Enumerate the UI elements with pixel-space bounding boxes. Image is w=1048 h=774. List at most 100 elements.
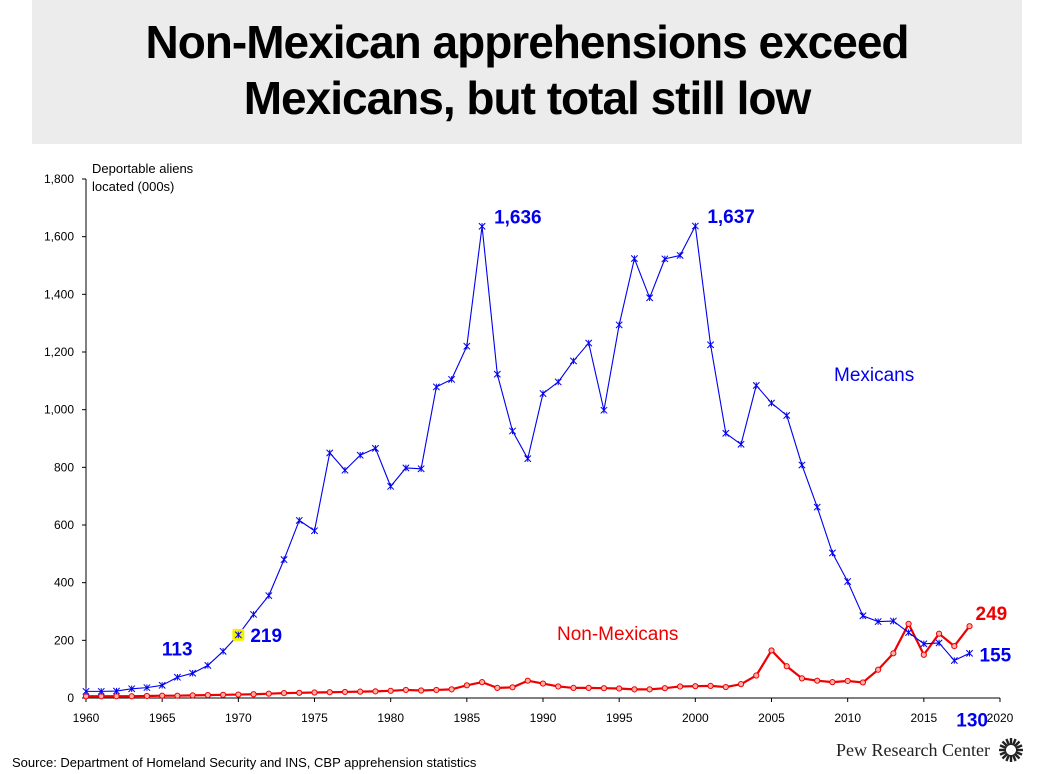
y-tick-label: 800	[54, 460, 74, 474]
mexicans-point	[889, 617, 897, 625]
mexicans-point	[82, 687, 90, 695]
mexicans-point	[173, 673, 181, 681]
non-mexicans-point	[707, 682, 714, 689]
non-mexicans-point	[768, 647, 775, 654]
value-label: 1,636	[494, 207, 542, 228]
mexicans-point	[722, 429, 730, 437]
y-axis-title: located (000s)	[92, 179, 174, 194]
non-mexicans-point	[448, 686, 455, 693]
mexicans-point	[630, 255, 638, 263]
x-tick-label: 2005	[758, 711, 785, 725]
x-tick-label: 1985	[453, 711, 480, 725]
mexicans-point	[371, 444, 379, 452]
mexicans-point	[524, 455, 532, 463]
non-mexicans-point	[143, 692, 151, 700]
non-mexicans-point	[631, 686, 638, 693]
y-tick-label: 1,200	[44, 345, 74, 359]
non-mexicans-point	[326, 689, 333, 696]
non-mexicans-point	[524, 677, 531, 684]
non-mexicans-point	[798, 675, 806, 682]
value-label: 219	[250, 626, 282, 647]
mexicans-point	[905, 628, 913, 637]
labels-layer: Mexicans Non-Mexicans 113 219 1,636 1,637 130 1…	[162, 207, 1012, 732]
non-mexicans-point	[357, 688, 364, 695]
series-label-non-mexicans: Non-Mexicans	[557, 624, 678, 645]
x-tick-label: 1975	[301, 711, 328, 725]
non-mexicans-point	[859, 679, 867, 686]
non-mexicans-point	[539, 680, 547, 687]
mexicans-point	[874, 618, 882, 626]
mexicans-point	[128, 685, 136, 693]
non-mexicans-point	[265, 690, 272, 697]
chart-title: Non-Mexican apprehensions exceed Mexican…	[32, 14, 1022, 126]
y-axis-title: Deportable aliens	[92, 161, 194, 176]
pew-logo-icon	[999, 738, 1023, 762]
axes: 0 200 400 600 800 1,000 1,200 1,400 1,600 1,800 19…	[44, 161, 1014, 725]
non-mexicans-point	[341, 688, 349, 696]
non-mexicans-point	[433, 686, 440, 694]
non-mexicans-point	[829, 679, 836, 686]
y-tick-label: 1,400	[44, 287, 74, 301]
non-mexicans-point	[280, 689, 288, 697]
mexicans-point	[463, 342, 471, 350]
non-mexicans-point	[722, 683, 729, 691]
non-mexicans-point	[478, 679, 486, 686]
mexicans-point	[356, 451, 364, 459]
mexicans-point	[204, 661, 212, 669]
mexicans-point	[585, 339, 593, 347]
non-mexicans-point	[890, 650, 897, 657]
mexicans-point	[234, 631, 242, 639]
y-tick-label: 0	[67, 691, 74, 705]
x-tick-label: 1965	[149, 711, 176, 725]
title-band	[32, 0, 1022, 144]
mexicans-point	[767, 399, 776, 407]
mexicans-point	[798, 461, 806, 469]
mexicans-point	[326, 449, 334, 457]
y-tick-label: 600	[54, 518, 74, 532]
title-line-1: Non-Mexican apprehensions exceed	[145, 16, 909, 68]
mexicans-point	[676, 251, 684, 259]
mexicans-point	[341, 466, 349, 474]
mexicans-point	[478, 222, 486, 230]
value-label: 130	[956, 711, 988, 732]
mexicans-point	[189, 669, 197, 677]
non-mexicans-point	[220, 691, 227, 698]
mexicans-point	[539, 389, 547, 398]
mexicans-point	[859, 612, 867, 620]
mexicans-point	[920, 640, 928, 648]
non-mexicans-point	[372, 688, 379, 695]
non-mexicans-point	[616, 685, 623, 692]
non-mexicans-point	[509, 684, 516, 691]
x-tick-label: 2020	[987, 711, 1014, 725]
non-mexicans-point	[555, 683, 562, 690]
mexicans-point	[295, 516, 303, 524]
non-mexicans-point	[783, 663, 790, 670]
series-layer	[82, 222, 974, 700]
non-mexicans-point	[692, 683, 699, 690]
mexicans-point	[813, 503, 821, 511]
y-tick-label: 400	[54, 576, 74, 590]
non-mexicans-point	[235, 691, 242, 698]
non-mexicans-point	[844, 677, 851, 685]
x-tick-label: 1960	[73, 711, 100, 725]
mexicans-point	[448, 375, 456, 383]
value-label: 155	[980, 645, 1012, 666]
non-mexicans-point	[814, 677, 821, 684]
mexicans-point	[935, 639, 943, 647]
mexicans-point	[417, 465, 425, 473]
non-mexicans-point	[570, 684, 577, 692]
mexicans-point	[600, 406, 608, 414]
non-mexicans-point	[402, 686, 409, 694]
mexicans-point	[310, 527, 319, 535]
mexicans-point	[280, 556, 288, 564]
mexicans-point	[250, 610, 258, 618]
value-label: 249	[976, 604, 1008, 625]
mexicans-point	[752, 381, 760, 390]
non-mexicans-point	[677, 683, 684, 690]
non-mexicans-point	[585, 684, 592, 692]
value-label: 113	[162, 639, 193, 660]
x-tick-label: 2010	[834, 711, 861, 725]
non-mexicans-point	[113, 693, 120, 700]
mexicans-point	[493, 370, 501, 378]
